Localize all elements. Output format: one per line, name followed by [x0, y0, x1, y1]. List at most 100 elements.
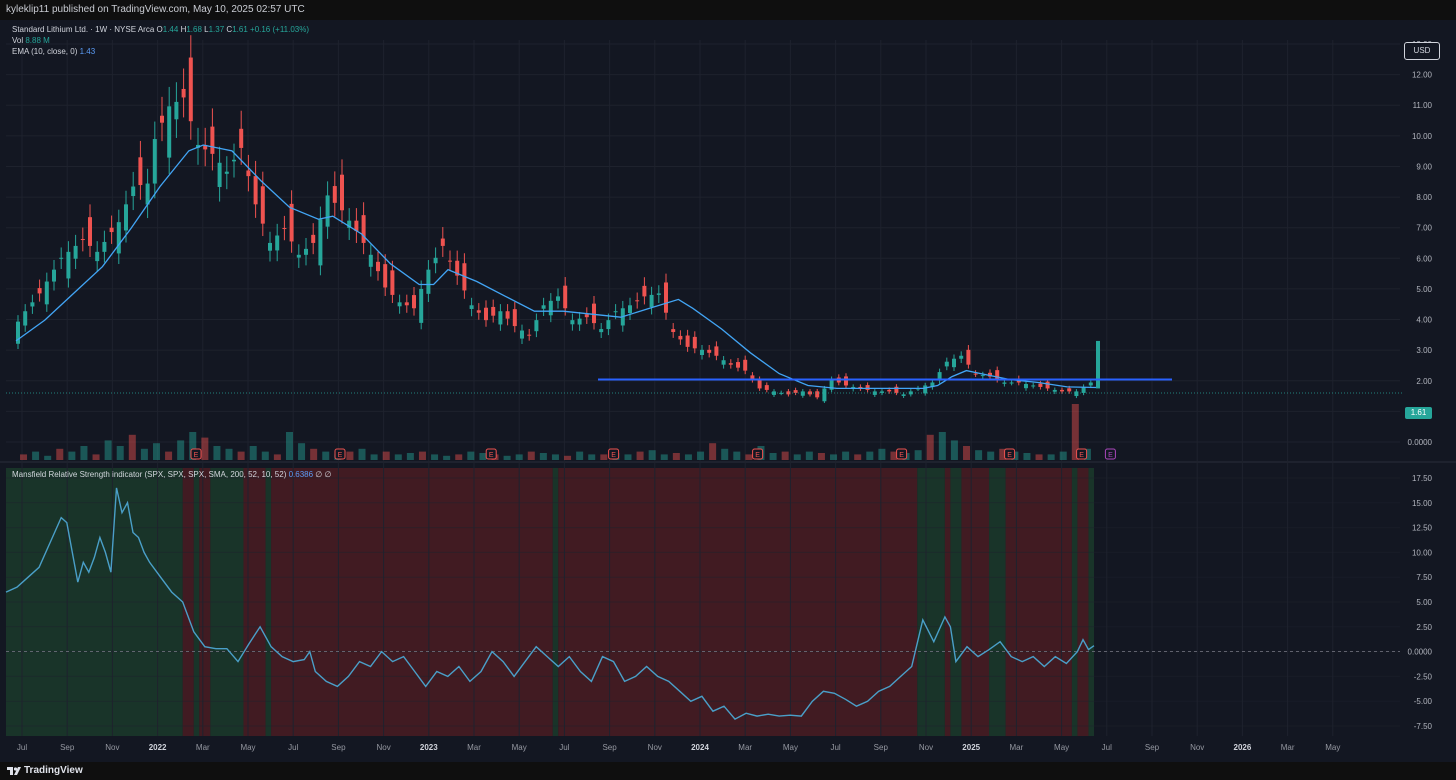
x-tick-label: May: [240, 743, 255, 752]
candle-body: [894, 386, 899, 393]
volume-bar: [733, 451, 741, 460]
candle-body: [736, 362, 740, 368]
ema-value: 1.43: [79, 47, 96, 56]
candle-body: [59, 257, 64, 259]
earnings-marker: [1004, 448, 1016, 460]
axes: 13.0012.0011.0010.009.008.007.006.005.00…: [17, 40, 1433, 752]
volume-bar: [999, 448, 1007, 460]
volume-bar: [878, 448, 886, 460]
candle-body: [404, 302, 409, 306]
x-tick-label: Nov: [105, 743, 119, 752]
volume-bar: [926, 434, 934, 460]
footer-brand: TradingView: [24, 765, 83, 776]
candle-body: [116, 222, 121, 254]
earnings-marker: [896, 448, 908, 460]
indicator-label: Mansfield Relative Strength indicator (S…: [12, 470, 287, 479]
volume-bar: [116, 446, 124, 460]
volume-bar: [455, 454, 463, 460]
candle-body: [16, 321, 20, 344]
candle-body: [347, 220, 352, 228]
tradingview-logo-icon: [7, 767, 21, 775]
candle-body: [397, 302, 402, 307]
candle-body: [469, 305, 474, 309]
candle-body: [779, 392, 784, 394]
candle-body: [1045, 381, 1050, 389]
volume-bar: [237, 451, 245, 460]
rs-tick-label: 10.00: [1412, 548, 1433, 557]
price-tick-label: 9.00: [1416, 162, 1432, 171]
x-tick-label: Jul: [830, 743, 840, 752]
candle-body: [491, 306, 496, 316]
candle-body: [52, 269, 56, 282]
volume-bar: [781, 451, 789, 460]
volume-bar: [104, 440, 112, 460]
candle-body: [433, 257, 438, 264]
volume-bar: [213, 446, 221, 460]
candle-body: [138, 157, 143, 186]
candle-body: [95, 251, 100, 262]
rs-tick-label: 2.50: [1416, 623, 1432, 632]
candle-body: [728, 363, 733, 365]
volume-bar: [189, 432, 197, 460]
candle-body: [203, 144, 208, 150]
volume-bar: [817, 453, 825, 460]
candle-body: [844, 376, 848, 386]
price-tick-label: 7.00: [1416, 224, 1432, 233]
price-tick-label: 8.00: [1416, 193, 1432, 202]
earnings-marker: [752, 448, 764, 460]
volume-bar: [672, 453, 680, 460]
indicator-legend: Mansfield Relative Strength indicator (S…: [12, 470, 331, 479]
candle-body: [73, 245, 78, 259]
price-tick-label: 3.00: [1416, 346, 1432, 355]
candle-body: [822, 388, 827, 402]
volume-bar: [298, 443, 306, 460]
volume-bar: [1047, 454, 1055, 460]
candle-body: [512, 309, 517, 327]
x-tick-label: Mar: [738, 743, 752, 752]
candle-body: [412, 295, 416, 309]
candle-body: [390, 270, 395, 295]
volume-bar: [418, 451, 426, 460]
volume-bar: [987, 451, 995, 460]
candle-body: [109, 227, 114, 233]
price-change: +0.16 (+11.03%): [250, 25, 310, 34]
candle-body: [368, 254, 373, 267]
candle-body: [678, 335, 683, 340]
symbol-name: Standard Lithium Ltd. · 1W · NYSE Arca: [12, 25, 155, 34]
candle-body: [383, 264, 388, 288]
rs-pane: [5, 487, 1400, 720]
candle-body: [577, 318, 582, 325]
x-tick-label: Nov: [919, 743, 933, 752]
candle-body: [743, 359, 748, 371]
next-earnings-marker-label: E: [1108, 452, 1113, 459]
volume-bar: [1059, 451, 1067, 460]
currency-button[interactable]: USD: [1404, 42, 1440, 60]
candle-body: [800, 391, 805, 396]
candle-body: [944, 361, 949, 367]
candle-body: [476, 310, 481, 313]
earnings-marker-label: E: [194, 452, 199, 459]
volume-bar: [310, 448, 318, 460]
candle-body: [246, 170, 251, 177]
rs-tick-label: 5.00: [1416, 598, 1432, 607]
candle-body: [210, 126, 215, 154]
rs-tick-label: 15.00: [1412, 499, 1433, 508]
publish-bar: kyleklip11 published on TradingView.com,…: [0, 0, 1456, 20]
candle-body: [570, 320, 575, 325]
candle-body: [505, 311, 510, 319]
candle-body: [534, 320, 539, 332]
candle-body: [419, 288, 424, 323]
volume-bar: [963, 446, 971, 460]
candle-body: [152, 139, 157, 184]
candle-body: [764, 385, 769, 390]
earnings-marker-label: E: [899, 452, 904, 459]
candle-body: [880, 391, 884, 393]
x-tick-label: 2023: [420, 743, 438, 752]
rs-tick-label: 7.50: [1416, 573, 1432, 582]
earnings-marker-label: E: [1079, 452, 1084, 459]
volume-bar: [660, 454, 668, 460]
breakout-candle: [1096, 340, 1100, 389]
